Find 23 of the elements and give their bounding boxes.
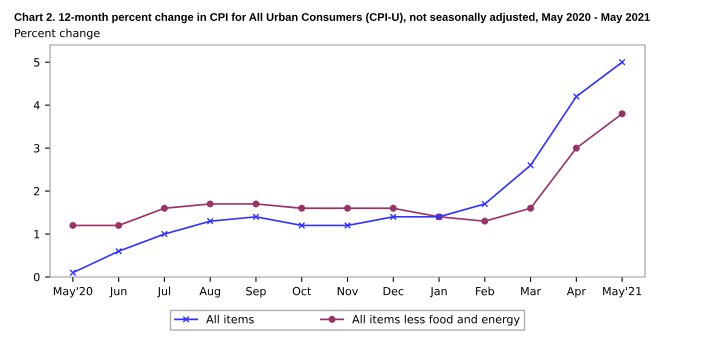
y-axis-title: Percent change [15,28,100,40]
x-tick-label: Mar [521,287,542,296]
x-tick-label: Dec [384,287,404,296]
x-tick-label: Jul [157,286,170,298]
y-tick-label: 2 [34,187,40,196]
y-tick-label: 1 [34,230,40,238]
x-tick-label: Oct [292,286,312,296]
x-tick-label: Jun [109,287,126,298]
x-tick-label: Apr [566,287,586,298]
legend-label: All items less food and energy [352,314,520,326]
legend-label: All items [206,314,254,324]
x-tick-label: Sep [246,286,266,298]
y-tick-label: 3 [34,144,40,152]
chart-title: Chart 2. 12-month percent change in CPI for All Urban Consumers (CPI-U), not seasonally adjusted, May 2020 - May 2021 [14,12,650,24]
x-tick-label: Feb [476,286,494,296]
x-tick-label: Jan [430,287,447,298]
x-tick-label: May'20 [54,286,92,298]
y-tick-label: 0 [34,272,40,282]
x-tick-label: Nov [338,287,358,296]
y-tick-label: 5 [34,58,40,67]
x-tick-label: Aug [199,287,220,298]
y-tick-label: 4 [34,101,40,110]
x-tick-label: May'21 [603,286,642,298]
